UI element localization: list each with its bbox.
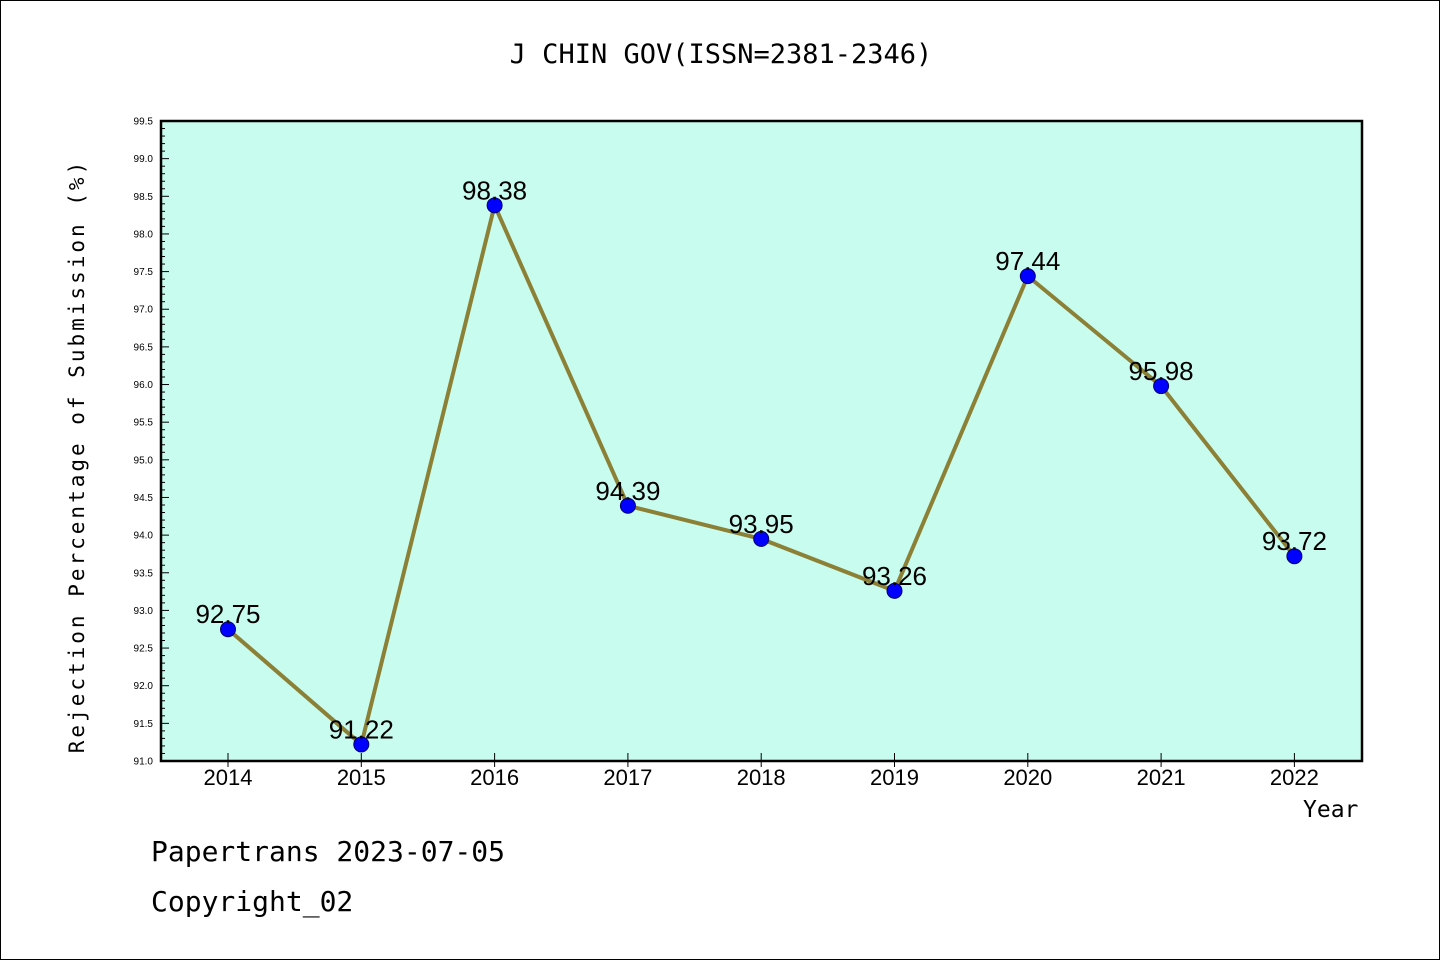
y-tick-label: 96.5 — [134, 342, 154, 353]
data-label: 93.72 — [1262, 526, 1327, 556]
data-label: 95.98 — [1129, 356, 1194, 386]
x-tick-label: 2019 — [870, 765, 919, 790]
x-tick-label: 2022 — [1270, 765, 1319, 790]
data-point — [353, 736, 370, 753]
data-label: 93.95 — [729, 509, 794, 539]
y-tick-label: 94.5 — [134, 493, 154, 504]
data-point — [220, 621, 236, 638]
x-tick-label: 2014 — [204, 765, 253, 790]
y-tick-label: 99.0 — [134, 154, 154, 165]
y-tick-label: 91.0 — [134, 757, 154, 768]
data-point — [886, 582, 903, 599]
data-label: 97.44 — [995, 246, 1060, 276]
y-tick-label: 92.5 — [134, 644, 154, 655]
y-tick-label: 95.5 — [134, 418, 154, 429]
data-label: 91.22 — [329, 714, 394, 744]
x-tick-label: 2018 — [737, 765, 786, 790]
plot-area — [161, 121, 1362, 761]
y-tick-label: 99.5 — [134, 117, 154, 128]
y-tick-label: 98.0 — [134, 229, 154, 240]
data-point — [1286, 548, 1303, 565]
y-tick-label: 93.5 — [134, 568, 154, 579]
x-tick-label: 2020 — [1003, 765, 1052, 790]
y-tick-label: 97.5 — [134, 267, 154, 278]
data-point — [619, 497, 636, 514]
y-tick-label: 92.0 — [134, 681, 154, 692]
y-tick-label: 96.0 — [134, 380, 154, 391]
y-tick-label: 91.5 — [134, 719, 154, 730]
data-point — [1019, 268, 1036, 285]
y-tick-label: 94.0 — [134, 531, 154, 542]
chart-title: J CHIN GOV(ISSN=2381-2346) — [509, 39, 933, 70]
y-tick-label: 98.5 — [134, 192, 154, 203]
x-tick-label: 2016 — [470, 765, 519, 790]
data-label: 93.26 — [862, 561, 927, 591]
y-tick-label: 93.0 — [134, 606, 154, 617]
data-point — [486, 197, 503, 214]
plot-border — [159, 119, 1364, 763]
data-label: 98.38 — [462, 175, 527, 205]
footer-date: Papertrans 2023-07-05 — [151, 835, 506, 868]
y-tick-label: 97.0 — [134, 305, 154, 316]
data-label: 94.39 — [595, 476, 660, 506]
x-tick-label: 2015 — [337, 765, 386, 790]
x-axis-label: Year — [1303, 797, 1359, 823]
data-point — [1153, 378, 1170, 395]
y-tick-label: 95.0 — [134, 455, 154, 466]
data-label: 92.75 — [195, 599, 260, 629]
footer-copyright: Copyright_02 — [151, 885, 354, 918]
x-tick-label: 2021 — [1137, 765, 1186, 790]
x-tick-label: 2017 — [603, 765, 652, 790]
data-point — [753, 530, 770, 547]
